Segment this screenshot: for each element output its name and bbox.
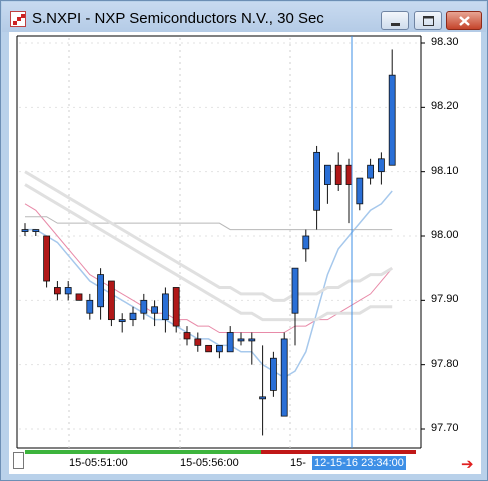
candle-body [334, 164, 342, 185]
candle-body [367, 164, 375, 179]
session-bar-green [25, 450, 261, 454]
price-tick-label: 97.90 [431, 293, 459, 305]
chart-app-icon[interactable] [10, 11, 26, 27]
candle-body [259, 396, 267, 400]
arrow-right-icon[interactable]: ➔ [461, 456, 474, 473]
minimize-icon [391, 23, 400, 26]
candle-body [280, 338, 288, 417]
moving-average-line [24, 170, 393, 302]
scroll-left-box[interactable] [13, 452, 24, 469]
moving-average-line [25, 216, 393, 231]
candle-body [108, 280, 115, 321]
session-bar-red [261, 450, 416, 454]
candle-body [205, 344, 213, 353]
candle-body [64, 287, 72, 295]
candle-body [43, 235, 50, 282]
time-tick-label: 15-05:56:00 [180, 457, 239, 469]
window-title: S.NXPI - NXP Semiconductors N.V., 30 Sec [32, 10, 324, 27]
candle-body [269, 357, 277, 391]
candle-body [302, 235, 310, 250]
candle-body [313, 151, 321, 211]
candle-body [21, 229, 29, 232]
moving-average-line [25, 190, 393, 379]
candle-body [237, 338, 245, 342]
maximize-button[interactable] [414, 11, 442, 30]
moving-average-line [24, 183, 393, 322]
title-bar[interactable]: S.NXPI - NXP Semiconductors N.V., 30 Sec [2, 2, 486, 32]
time-tick-label: 15- [290, 457, 306, 469]
time-tick-label: 15-05:51:00 [69, 457, 128, 469]
candle-body [172, 287, 180, 327]
candle-body [226, 332, 234, 353]
cursor-time-label: 12-15-16 23:34:00 [312, 456, 406, 470]
maximize-icon [423, 16, 434, 26]
moving-average-line [24, 203, 393, 333]
candle-body [151, 306, 159, 314]
candle-body [129, 312, 137, 321]
candle-body [194, 338, 202, 346]
candle-body [323, 164, 331, 185]
minimize-button[interactable] [381, 11, 409, 30]
candle-body [54, 287, 61, 295]
candle-body [215, 344, 223, 353]
candle-body [248, 338, 256, 342]
candle-body [161, 293, 169, 321]
price-tick-label: 97.70 [431, 422, 459, 434]
price-tick-label: 98.10 [431, 165, 459, 177]
candle-body [291, 267, 299, 314]
candle-body [118, 319, 126, 323]
candle-body [75, 293, 83, 301]
price-chart[interactable] [9, 32, 481, 474]
close-button[interactable] [446, 11, 482, 30]
candle-body [356, 177, 364, 205]
candle-body [86, 299, 94, 314]
close-icon [459, 16, 470, 26]
candle-body [97, 274, 104, 308]
candle-body [183, 332, 191, 340]
candle-body [345, 164, 353, 185]
price-tick-label: 98.30 [431, 36, 459, 48]
chart-area[interactable]: 98.30 98.20 98.10 98.00 97.90 97.80 97.7… [9, 32, 481, 474]
candle-body [377, 158, 385, 173]
candle-body [388, 74, 396, 166]
price-tick-label: 98.00 [431, 229, 459, 241]
price-tick-label: 97.80 [431, 358, 459, 370]
price-tick-label: 98.20 [431, 100, 459, 112]
candle-body [140, 299, 148, 314]
candle-body [32, 229, 40, 232]
